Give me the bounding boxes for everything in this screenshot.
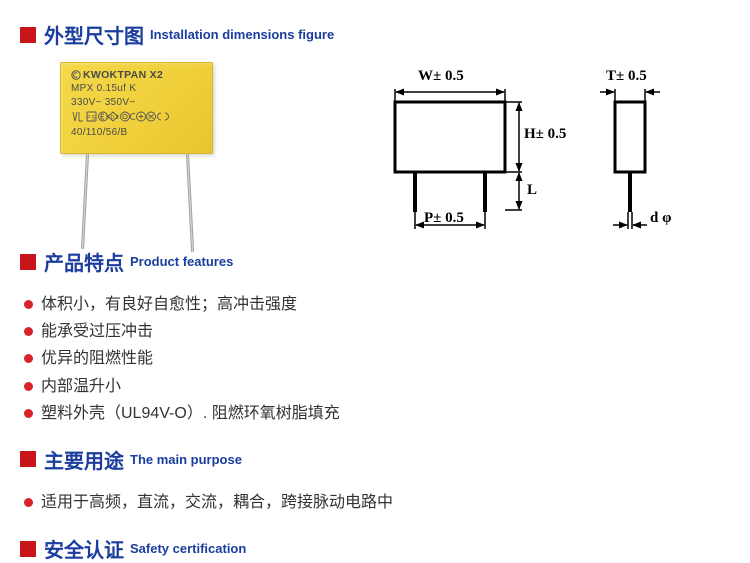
section-header-purpose: 主要用途 The main purpose — [20, 445, 730, 474]
section-header-features: 产品特点 Product features — [20, 247, 730, 276]
red-square-icon — [20, 541, 36, 557]
feature-text: 体积小，有良好自愈性；高冲击强度 — [41, 291, 297, 318]
features-list: 体积小，有良好自愈性；高冲击强度 能承受过压冲击 优异的阻燃性能 内部温升小 塑… — [24, 291, 730, 427]
red-square-icon — [20, 27, 36, 43]
capacitor-brand: KWOKTPAN X2 — [71, 69, 202, 81]
bullet-icon — [24, 354, 33, 363]
header-en: Installation dimensions figure — [150, 27, 334, 42]
header-en: Product features — [130, 254, 233, 269]
header-cn: 外型尺寸图 — [44, 20, 144, 49]
bullet-icon — [24, 382, 33, 391]
feature-text: 优异的阻燃性能 — [41, 345, 153, 372]
header-cn: 产品特点 — [44, 247, 124, 276]
dim-label-h: H± 0.5 — [524, 126, 566, 143]
dim-label-w: W± 0.5 — [418, 68, 464, 85]
feature-text: 内部温升小 — [41, 373, 121, 400]
feature-item: 体积小，有良好自愈性；高冲击强度 — [24, 291, 730, 318]
feature-item: 优异的阻燃性能 — [24, 345, 730, 372]
bullet-icon — [24, 327, 33, 336]
section-header-dimensions: 外型尺寸图 Installation dimensions figure — [20, 20, 730, 49]
red-square-icon — [20, 254, 36, 270]
capacitor-spec-2: 330V~ 350V~ — [71, 96, 202, 110]
dimension-svg — [300, 62, 700, 232]
capacitor-body: KWOKTPAN X2 MPX 0.15uf K 330V~ 350V~ PS … — [60, 62, 213, 154]
purpose-list: 适用于高频，直流，交流，耦合，跨接脉动电路中 — [24, 489, 730, 516]
dim-label-l: L — [527, 182, 537, 199]
purpose-text: 适用于高频，直流，交流，耦合，跨接脉动电路中 — [41, 489, 393, 516]
red-square-icon — [20, 451, 36, 467]
capacitor-lead — [81, 154, 88, 249]
bullet-icon — [24, 300, 33, 309]
feature-text: 能承受过压冲击 — [41, 318, 153, 345]
capacitor-spec-4: 40/110/56/B — [71, 126, 202, 140]
dimensions-row: KWOKTPAN X2 MPX 0.15uf K 330V~ 350V~ PS … — [20, 57, 730, 237]
feature-item: 塑料外壳（UL94V-O）. 阻燃环氧树脂填充 — [24, 400, 730, 427]
purpose-item: 适用于高频，直流，交流，耦合，跨接脉动电路中 — [24, 489, 730, 516]
capacitor-lead — [186, 154, 194, 252]
capacitor-image: KWOKTPAN X2 MPX 0.15uf K 330V~ 350V~ PS … — [20, 57, 300, 237]
bullet-icon — [24, 409, 33, 418]
bullet-icon — [24, 498, 33, 507]
svg-text:VDE: VDE — [106, 115, 120, 121]
capacitor-spec-1: MPX 0.15uf K — [71, 82, 202, 96]
header-en: Safety certification — [130, 541, 246, 556]
header-cn: 主要用途 — [44, 445, 124, 474]
dim-label-t: T± 0.5 — [606, 68, 647, 85]
dim-label-d: d φ — [650, 210, 671, 227]
dim-label-p: P± 0.5 — [424, 210, 464, 227]
dimension-diagram: W± 0.5 H± 0.5 L P± 0.5 T± 0.5 d φ — [300, 62, 730, 232]
capacitor-cert-icons: PS VDE — [71, 110, 202, 126]
feature-item: 内部温升小 — [24, 373, 730, 400]
feature-item: 能承受过压冲击 — [24, 318, 730, 345]
header-en: The main purpose — [130, 452, 242, 467]
feature-text: 塑料外壳（UL94V-O）. 阻燃环氧树脂填充 — [41, 400, 340, 427]
svg-text:PS: PS — [86, 116, 96, 122]
